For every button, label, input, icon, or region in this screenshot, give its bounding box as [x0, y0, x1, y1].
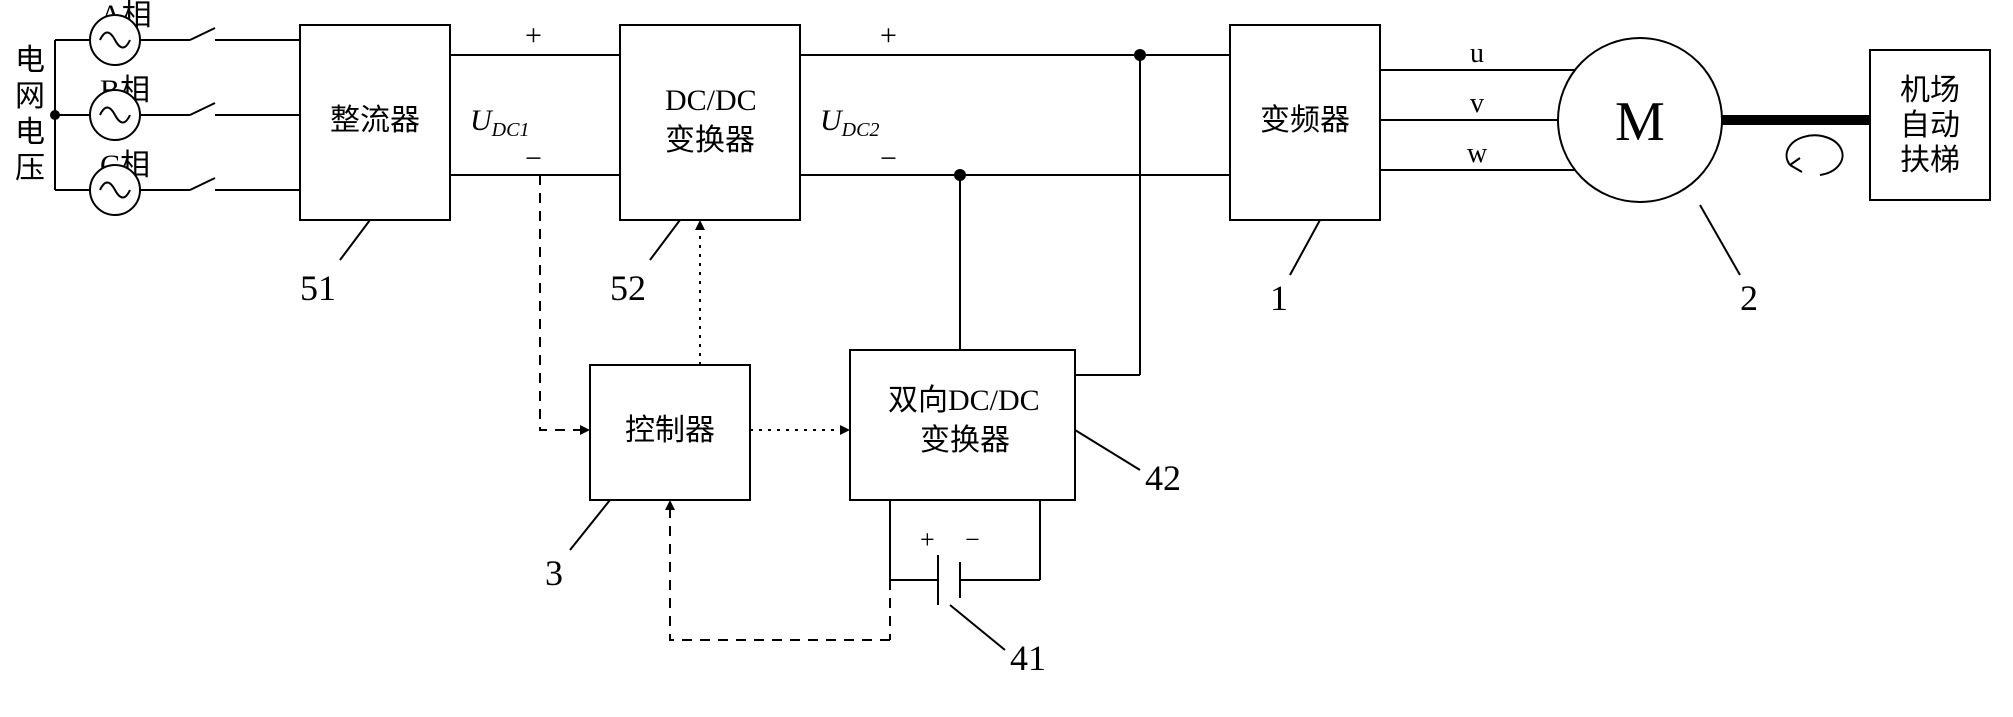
escalator-label1: 机场: [1900, 74, 1960, 107]
udc1-label: UDC1: [470, 104, 529, 141]
battery-sense-line: [670, 500, 890, 640]
dcdc-ref: 52: [610, 268, 646, 308]
battery-ref: 41: [1010, 638, 1046, 678]
bidcdc-label2: 变换器: [920, 424, 1010, 457]
escalator-label3: 扶梯: [1900, 144, 1960, 177]
phase-w-label: w: [1467, 138, 1488, 169]
motor-label: M: [1615, 91, 1665, 153]
dc2-pos: +: [880, 19, 897, 52]
dc2-neg: −: [880, 142, 897, 175]
rectifier-ref: 51: [300, 268, 336, 308]
controller-label: 控制器: [625, 414, 715, 447]
rectifier-label: 整流器: [330, 104, 420, 137]
udc2-label: UDC2: [820, 104, 879, 141]
dc1-neg: −: [525, 142, 542, 175]
phase-u-label: u: [1470, 38, 1484, 69]
controller-ref: 3: [545, 553, 563, 593]
dcdc-label1: DC/DC: [665, 84, 757, 117]
rotation-icon: [1787, 135, 1843, 175]
grid-voltage-label: 电 网 电 压: [15, 44, 53, 185]
diagram-root: 电 网 电 压 A相 B相 C相 整流器 51 + − UDC1 DC/DC 变…: [0, 0, 2013, 717]
motor-ref: 2: [1740, 278, 1758, 318]
escalator-label2: 自动: [1900, 109, 1960, 142]
dcdc-label2: 变换器: [665, 124, 755, 157]
battery-pos: +: [920, 525, 935, 554]
bidcdc-label1: 双向DC/DC: [888, 384, 1040, 417]
inverter-label: 变频器: [1260, 104, 1350, 137]
dc1-pos: +: [525, 19, 542, 52]
dcdc-block: [620, 25, 800, 220]
phase-v-label: v: [1470, 88, 1484, 119]
bidcdc-ref: 42: [1145, 458, 1181, 498]
inverter-ref: 1: [1270, 278, 1288, 318]
battery-neg: −: [965, 525, 980, 554]
udc1-sense-line: [540, 175, 590, 430]
